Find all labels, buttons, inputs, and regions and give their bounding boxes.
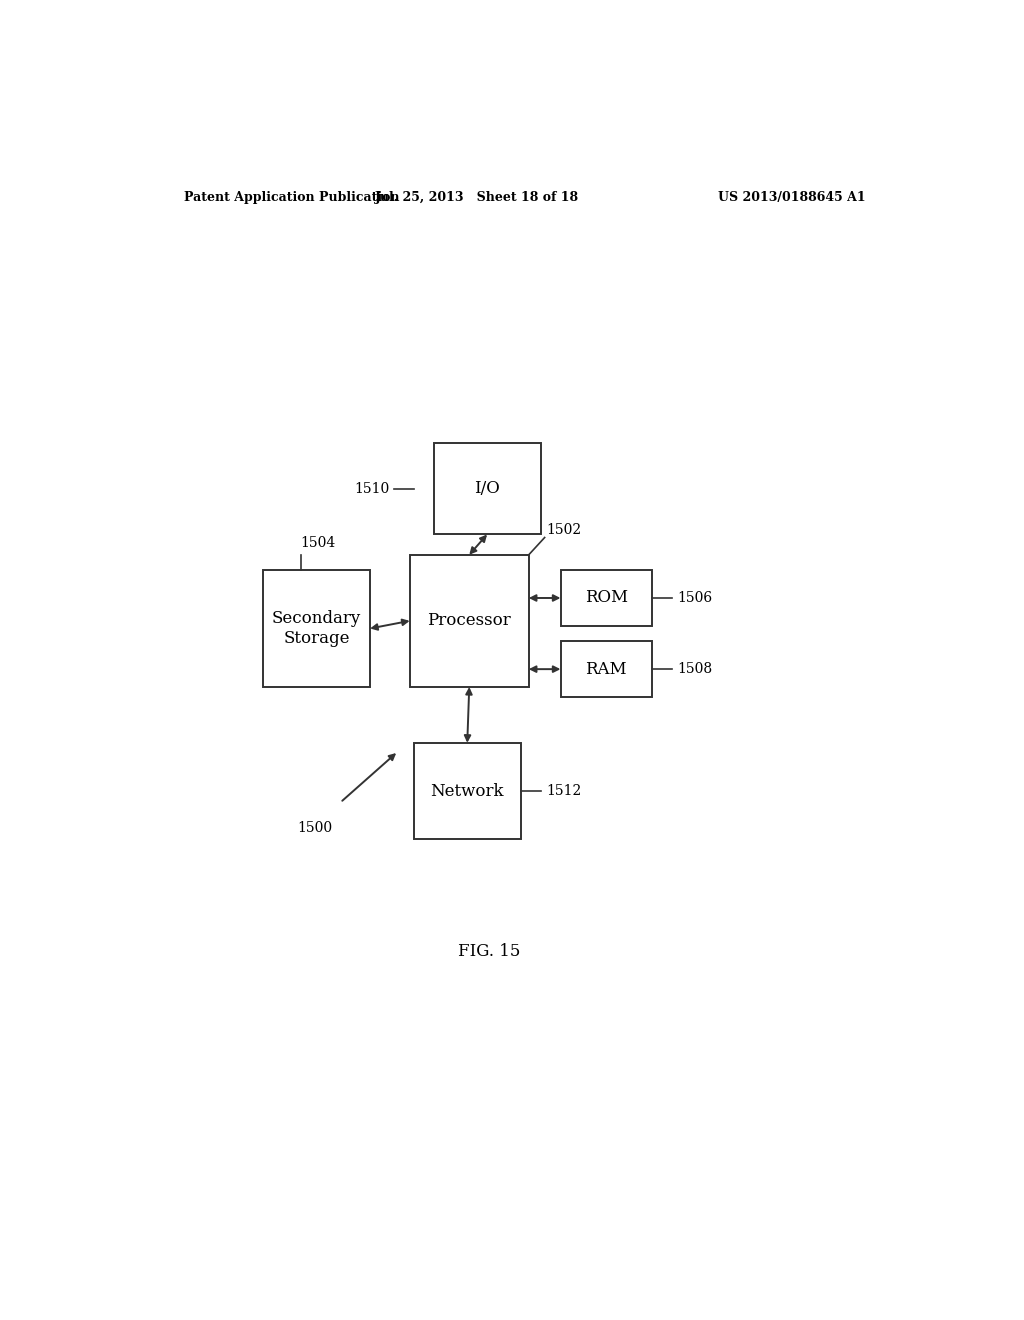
Text: Network: Network: [430, 783, 504, 800]
FancyBboxPatch shape: [410, 554, 528, 686]
FancyBboxPatch shape: [414, 743, 521, 840]
Text: Processor: Processor: [427, 612, 511, 630]
Text: RAM: RAM: [586, 660, 627, 677]
Text: Patent Application Publication: Patent Application Publication: [183, 190, 399, 203]
Text: FIG. 15: FIG. 15: [458, 942, 520, 960]
Text: ROM: ROM: [585, 590, 628, 606]
Text: 1508: 1508: [677, 663, 713, 676]
Text: 1500: 1500: [297, 821, 332, 836]
Text: 1506: 1506: [677, 591, 713, 605]
Text: 1512: 1512: [546, 784, 582, 799]
Text: 1510: 1510: [354, 482, 390, 496]
Text: Secondary
Storage: Secondary Storage: [271, 610, 361, 647]
FancyBboxPatch shape: [560, 642, 652, 697]
Text: US 2013/0188645 A1: US 2013/0188645 A1: [719, 190, 866, 203]
Text: I/O: I/O: [474, 480, 500, 498]
FancyBboxPatch shape: [560, 570, 652, 626]
FancyBboxPatch shape: [433, 444, 541, 535]
Text: Jul. 25, 2013   Sheet 18 of 18: Jul. 25, 2013 Sheet 18 of 18: [375, 190, 580, 203]
FancyBboxPatch shape: [263, 570, 370, 686]
Text: 1504: 1504: [301, 536, 336, 549]
Text: 1502: 1502: [546, 523, 582, 536]
